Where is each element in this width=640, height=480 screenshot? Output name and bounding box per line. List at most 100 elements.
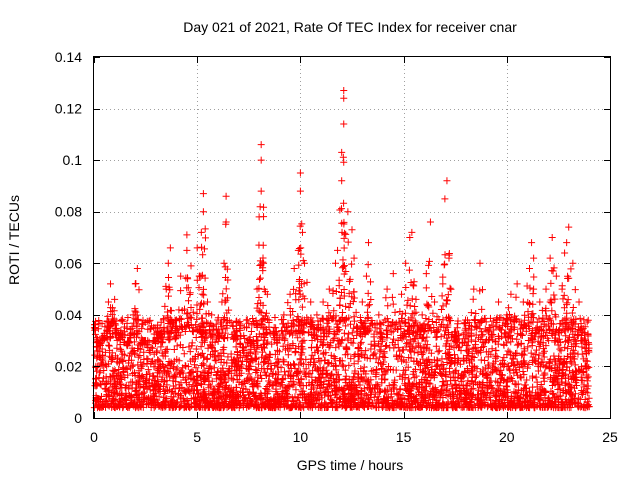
data-point [257, 344, 265, 352]
data-point [181, 328, 189, 336]
data-point [280, 368, 288, 376]
data-point [559, 387, 567, 395]
data-point [584, 316, 592, 324]
data-point [478, 370, 486, 378]
data-point [258, 353, 266, 361]
data-point [345, 277, 353, 285]
data-point [200, 245, 208, 253]
data-point [160, 330, 168, 338]
data-point [435, 347, 443, 355]
data-point [263, 290, 271, 298]
data-point [95, 403, 103, 411]
data-point [123, 340, 131, 348]
data-point [265, 353, 273, 361]
data-point [170, 364, 178, 372]
data-point [389, 270, 397, 278]
data-point [367, 376, 375, 384]
data-point [236, 401, 244, 409]
data-point [292, 327, 300, 335]
data-point [564, 401, 572, 409]
data-point [105, 318, 113, 326]
data-point [550, 264, 558, 272]
data-point [188, 327, 196, 335]
data-point [547, 299, 555, 307]
data-point [564, 296, 572, 304]
data-point [184, 363, 192, 371]
data-point [533, 318, 541, 326]
data-point [304, 370, 312, 378]
data-point [235, 363, 243, 371]
data-point [524, 336, 532, 344]
data-point [422, 284, 430, 292]
data-point [158, 373, 166, 381]
data-point [484, 384, 492, 392]
data-point [222, 285, 230, 293]
data-point [367, 295, 375, 303]
data-point [162, 387, 170, 395]
data-point [117, 316, 125, 324]
data-point [259, 358, 267, 366]
data-point [432, 342, 440, 350]
data-point [445, 315, 453, 323]
data-point [220, 349, 228, 357]
data-point [369, 352, 377, 360]
data-point [376, 346, 384, 354]
x-axis-label: GPS time / hours [297, 457, 404, 473]
data-point [216, 374, 224, 382]
data-point [294, 394, 302, 402]
data-point [342, 302, 350, 310]
data-point [275, 358, 283, 366]
data-point [109, 388, 117, 396]
data-point [340, 286, 348, 294]
data-point [341, 366, 349, 374]
data-point [575, 298, 583, 306]
data-point [533, 378, 541, 386]
data-point [556, 345, 564, 353]
data-point [233, 317, 241, 325]
data-point [168, 317, 176, 325]
y-tick-label: 0.1 [63, 152, 83, 168]
data-point [446, 359, 454, 367]
data-point [134, 330, 142, 338]
data-point [244, 364, 252, 372]
data-point [388, 293, 396, 301]
data-point [253, 285, 261, 293]
data-point [286, 290, 294, 298]
data-point [198, 314, 206, 322]
data-point [208, 311, 216, 319]
data-point [193, 310, 201, 318]
data-point [132, 308, 140, 316]
data-point [276, 396, 284, 404]
data-point [370, 333, 378, 341]
data-point [461, 326, 469, 334]
data-point [321, 399, 329, 407]
data-point [432, 368, 440, 376]
data-point [259, 241, 267, 249]
data-point [309, 361, 317, 369]
data-point [377, 321, 385, 329]
data-point [227, 319, 235, 327]
data-point [159, 383, 167, 391]
data-point [400, 366, 408, 374]
data-point [441, 251, 449, 259]
data-point [171, 402, 179, 410]
data-point [153, 380, 161, 388]
data-point [274, 371, 282, 379]
data-point [257, 371, 264, 379]
data-point [146, 348, 154, 356]
data-point [397, 403, 405, 411]
data-point [120, 323, 128, 331]
data-point [478, 380, 486, 388]
data-point [426, 218, 434, 226]
data-point [529, 383, 537, 391]
data-point [129, 361, 137, 369]
data-point [378, 364, 386, 372]
data-point [284, 299, 292, 307]
data-point [386, 322, 394, 330]
data-point [119, 402, 127, 410]
data-point [154, 377, 162, 385]
data-point [314, 317, 322, 325]
data-point [200, 392, 208, 400]
data-point [455, 330, 463, 338]
data-point [278, 316, 286, 324]
